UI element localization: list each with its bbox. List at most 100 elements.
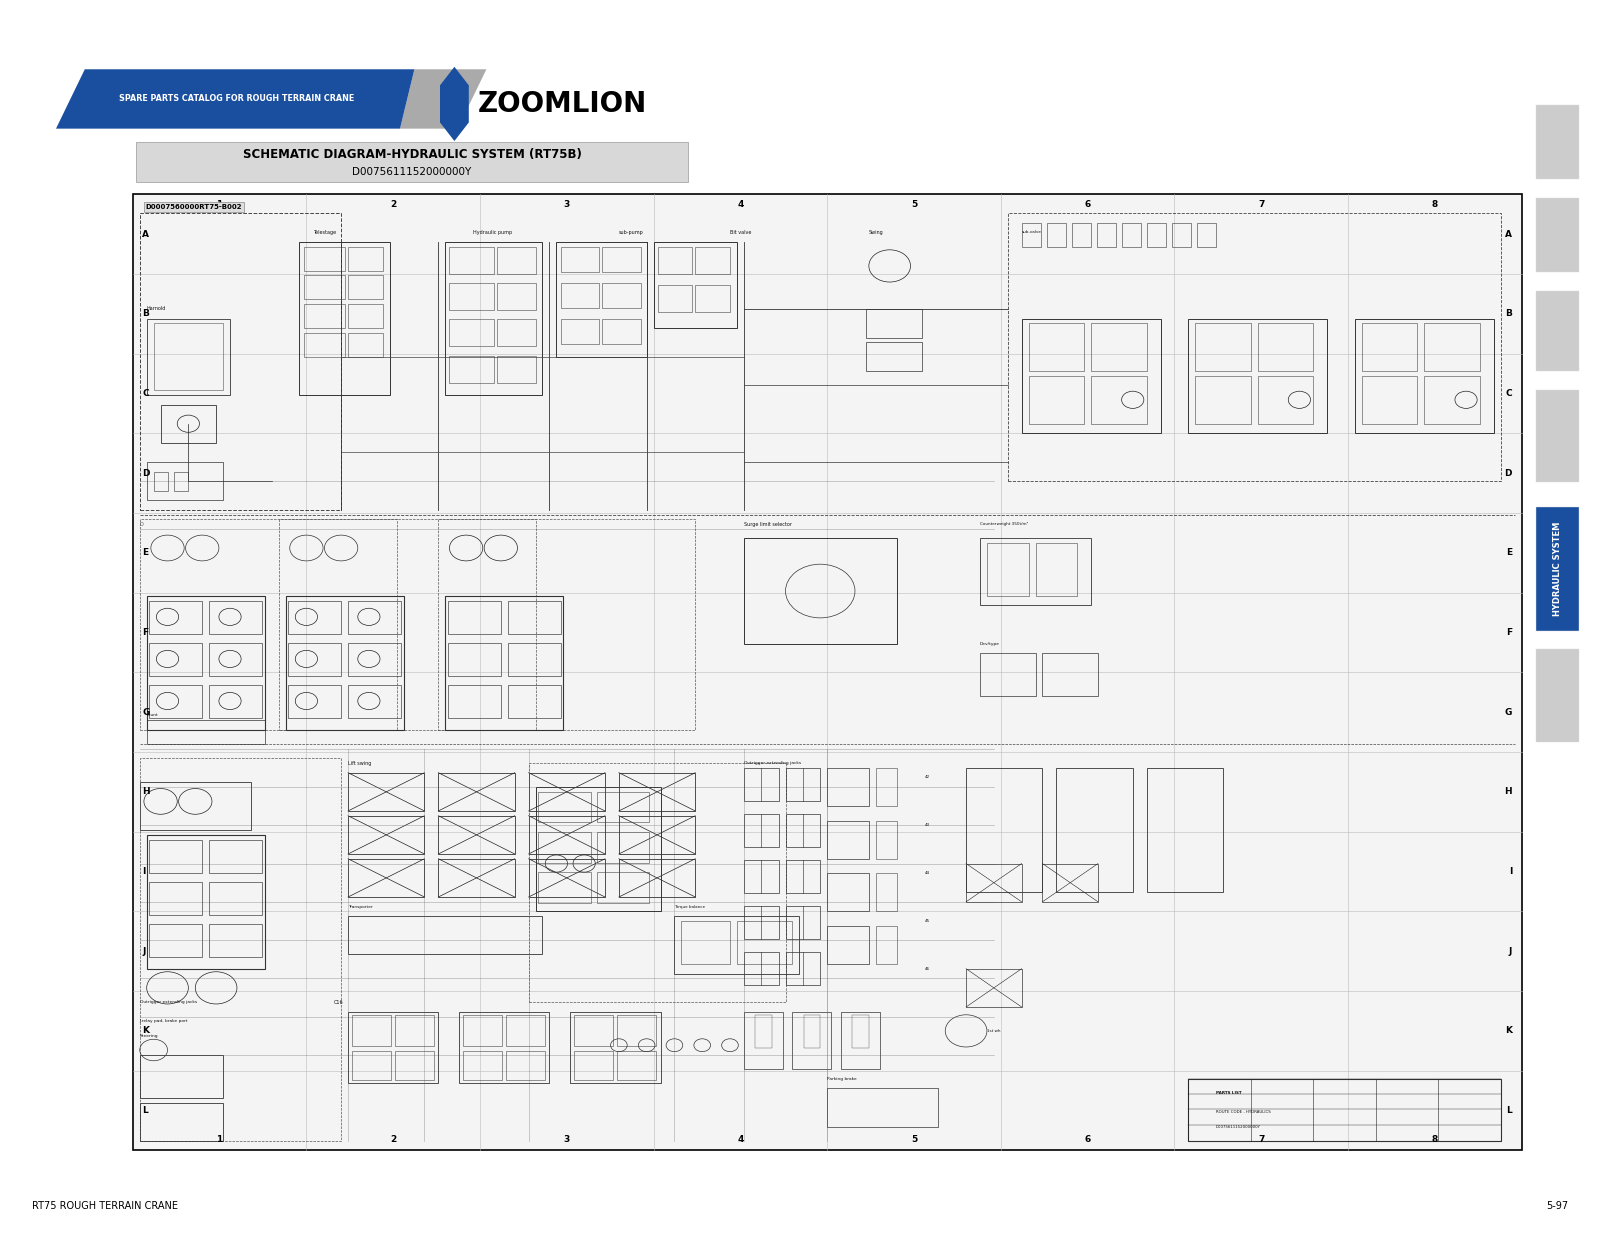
Bar: [288, 643, 341, 677]
Bar: [538, 872, 590, 903]
Bar: [450, 356, 494, 382]
Bar: [147, 720, 264, 743]
Bar: [349, 815, 424, 854]
Bar: [842, 1012, 880, 1069]
Bar: [448, 643, 501, 677]
Bar: [602, 283, 642, 308]
Bar: [786, 860, 821, 893]
Bar: [304, 276, 346, 299]
Bar: [786, 814, 821, 847]
Bar: [136, 142, 688, 182]
Polygon shape: [400, 69, 486, 129]
Bar: [1536, 649, 1579, 742]
Bar: [149, 601, 202, 635]
Text: sub-valve: sub-valve: [1022, 230, 1042, 235]
Bar: [139, 1055, 222, 1097]
Bar: [619, 815, 696, 854]
Text: D0075611152000000Y: D0075611152000000Y: [1216, 1126, 1261, 1129]
Text: A: A: [142, 230, 149, 239]
Bar: [450, 319, 494, 346]
Text: I: I: [1509, 867, 1512, 876]
Text: 6: 6: [1085, 1136, 1091, 1144]
Text: F: F: [1506, 628, 1512, 637]
Text: Dev/type: Dev/type: [979, 642, 1000, 646]
Bar: [147, 318, 230, 395]
Bar: [875, 873, 896, 912]
Bar: [506, 1014, 546, 1047]
Bar: [827, 873, 869, 912]
Text: 2: 2: [390, 200, 397, 209]
Text: Transporter: Transporter: [349, 904, 373, 909]
Bar: [538, 792, 590, 823]
Bar: [139, 213, 341, 510]
Bar: [827, 820, 869, 858]
Text: I: I: [142, 867, 146, 876]
Text: 43: 43: [925, 824, 930, 828]
Polygon shape: [56, 69, 414, 129]
Bar: [979, 653, 1035, 696]
Text: B: B: [142, 309, 149, 318]
Bar: [154, 471, 168, 491]
Text: D0007560000RT75-B002: D0007560000RT75-B002: [147, 207, 219, 212]
Bar: [349, 643, 402, 677]
Text: D: D: [1504, 469, 1512, 477]
Bar: [792, 1012, 832, 1069]
Bar: [210, 685, 262, 719]
Bar: [304, 247, 346, 271]
Bar: [1091, 376, 1147, 424]
Bar: [160, 404, 216, 443]
Text: 4: 4: [738, 200, 744, 209]
Bar: [619, 773, 696, 811]
Bar: [1029, 376, 1085, 424]
Text: 6: 6: [1085, 200, 1091, 209]
Bar: [349, 858, 424, 897]
Bar: [149, 924, 202, 957]
Bar: [1056, 768, 1133, 892]
Text: 42: 42: [925, 776, 930, 779]
Bar: [744, 1012, 782, 1069]
Bar: [597, 833, 650, 862]
Bar: [1424, 323, 1480, 371]
Text: 4: 4: [738, 1136, 744, 1144]
Bar: [448, 601, 501, 635]
Bar: [1258, 376, 1314, 424]
Text: Surge limit selector: Surge limit selector: [744, 522, 792, 527]
Text: F: F: [142, 628, 149, 637]
Bar: [875, 925, 896, 964]
Text: sub-pump: sub-pump: [619, 230, 643, 235]
Text: Outrigger extending jacks: Outrigger extending jacks: [744, 761, 802, 766]
Bar: [349, 304, 382, 328]
Bar: [133, 194, 1522, 1150]
Polygon shape: [440, 67, 469, 141]
Bar: [149, 840, 202, 873]
Bar: [174, 471, 189, 491]
Bar: [349, 917, 542, 955]
Text: K: K: [1506, 1027, 1512, 1035]
Text: C16: C16: [334, 999, 344, 1004]
Bar: [210, 601, 262, 635]
Text: A: A: [1506, 230, 1512, 239]
Bar: [744, 860, 779, 893]
Bar: [1022, 223, 1042, 247]
Bar: [538, 833, 590, 862]
Text: D: D: [139, 522, 144, 527]
Bar: [448, 685, 501, 719]
Bar: [875, 820, 896, 858]
Bar: [1536, 198, 1579, 272]
Bar: [149, 882, 202, 915]
Bar: [744, 905, 779, 939]
Text: 3: 3: [563, 1136, 570, 1144]
Text: Torque balance: Torque balance: [675, 904, 706, 909]
Bar: [827, 1089, 938, 1127]
Text: ZOOMLION: ZOOMLION: [477, 90, 646, 118]
Bar: [139, 520, 397, 730]
Bar: [1197, 223, 1216, 247]
Bar: [618, 1014, 656, 1047]
Bar: [979, 538, 1091, 605]
Bar: [1122, 223, 1141, 247]
Bar: [349, 685, 402, 719]
Bar: [352, 1051, 390, 1080]
Bar: [154, 323, 222, 390]
Text: Parking brake: Parking brake: [827, 1076, 858, 1081]
Text: ROUTE CODE - HYDRAULICS: ROUTE CODE - HYDRAULICS: [1216, 1110, 1270, 1115]
